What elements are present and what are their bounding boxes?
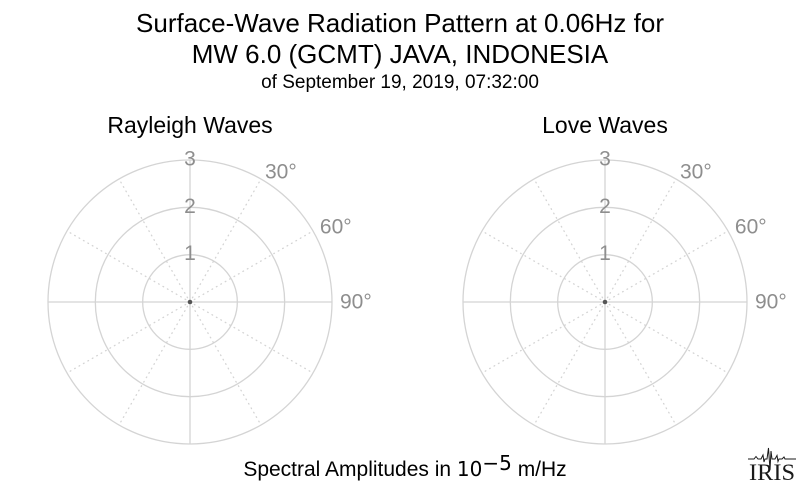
radial-tick-label: 2 bbox=[184, 195, 196, 218]
polar-spoke-dotted bbox=[606, 305, 677, 426]
angle-tick-label: 60° bbox=[320, 216, 352, 239]
angle-tick-label: 90° bbox=[340, 291, 372, 314]
polar-spoke-dotted bbox=[191, 178, 262, 299]
figure-title-line-2: MW 6.0 (GCMT) JAVA, INDONESIA bbox=[191, 38, 609, 69]
iris-logo-text: IRIS bbox=[749, 460, 795, 485]
polar-spoke-dotted bbox=[66, 230, 187, 301]
polar-spoke-dotted bbox=[118, 178, 189, 299]
polar-spoke-dotted bbox=[118, 305, 189, 426]
seismogram-trace-icon bbox=[748, 447, 796, 471]
radial-tick-label: 2 bbox=[599, 195, 611, 218]
amplitude-units-caption: Spectral Amplitudes in 10−5 m/Hz bbox=[230, 451, 580, 482]
radial-tick-label: 3 bbox=[599, 148, 611, 171]
polar-spoke-dotted bbox=[533, 305, 604, 426]
figure-title-line-1: Surface-Wave Radiation Pattern at 0.06Hz… bbox=[136, 8, 664, 38]
angle-tick-label: 30° bbox=[265, 161, 297, 184]
angle-tick-label: 60° bbox=[735, 216, 767, 239]
polar-spoke-dotted bbox=[193, 303, 314, 374]
caption-suffix: m/Hz bbox=[511, 458, 567, 481]
polar-spoke-dotted bbox=[481, 303, 602, 374]
polar-spoke-dotted bbox=[533, 178, 604, 299]
radial-tick-label: 3 bbox=[184, 148, 196, 171]
rayleigh-plot-title: Rayleigh Waves bbox=[107, 112, 273, 138]
polar-spoke-dotted bbox=[193, 230, 314, 301]
caption-mantissa: 10 bbox=[456, 457, 483, 481]
polar-spoke-dotted bbox=[481, 230, 602, 301]
iris-logo-graphic: IRIS bbox=[748, 447, 796, 485]
radial-tick-label: 1 bbox=[184, 242, 196, 265]
iris-logo: IRIS bbox=[747, 446, 797, 491]
radiation-pattern-point bbox=[602, 299, 608, 305]
love-plot-title: Love Waves bbox=[542, 112, 668, 138]
caption-prefix: Spectral Amplitudes in bbox=[243, 458, 457, 481]
rayleigh-polar-plot: 1 2 3 30° 60° 90° bbox=[47, 148, 372, 445]
polar-spoke-dotted bbox=[191, 305, 262, 426]
polar-spoke-dotted bbox=[606, 178, 677, 299]
caption-exponent: −5 bbox=[482, 451, 512, 475]
radial-tick-label: 1 bbox=[599, 242, 611, 265]
radiation-pattern-point bbox=[187, 299, 193, 305]
figure-subtitle-datetime: of September 19, 2019, 07:32:00 bbox=[261, 72, 539, 94]
polar-spoke-dotted bbox=[66, 303, 187, 374]
polar-spoke-dotted bbox=[608, 230, 729, 301]
love-polar-plot: 1 2 3 30° 60° 90° bbox=[462, 148, 787, 445]
angle-tick-label: 30° bbox=[680, 161, 712, 184]
polar-spoke-dotted bbox=[608, 303, 729, 374]
figure-title-block: Surface-Wave Radiation Pattern at 0.06Hz… bbox=[0, 8, 800, 95]
angle-tick-label: 90° bbox=[755, 291, 787, 314]
